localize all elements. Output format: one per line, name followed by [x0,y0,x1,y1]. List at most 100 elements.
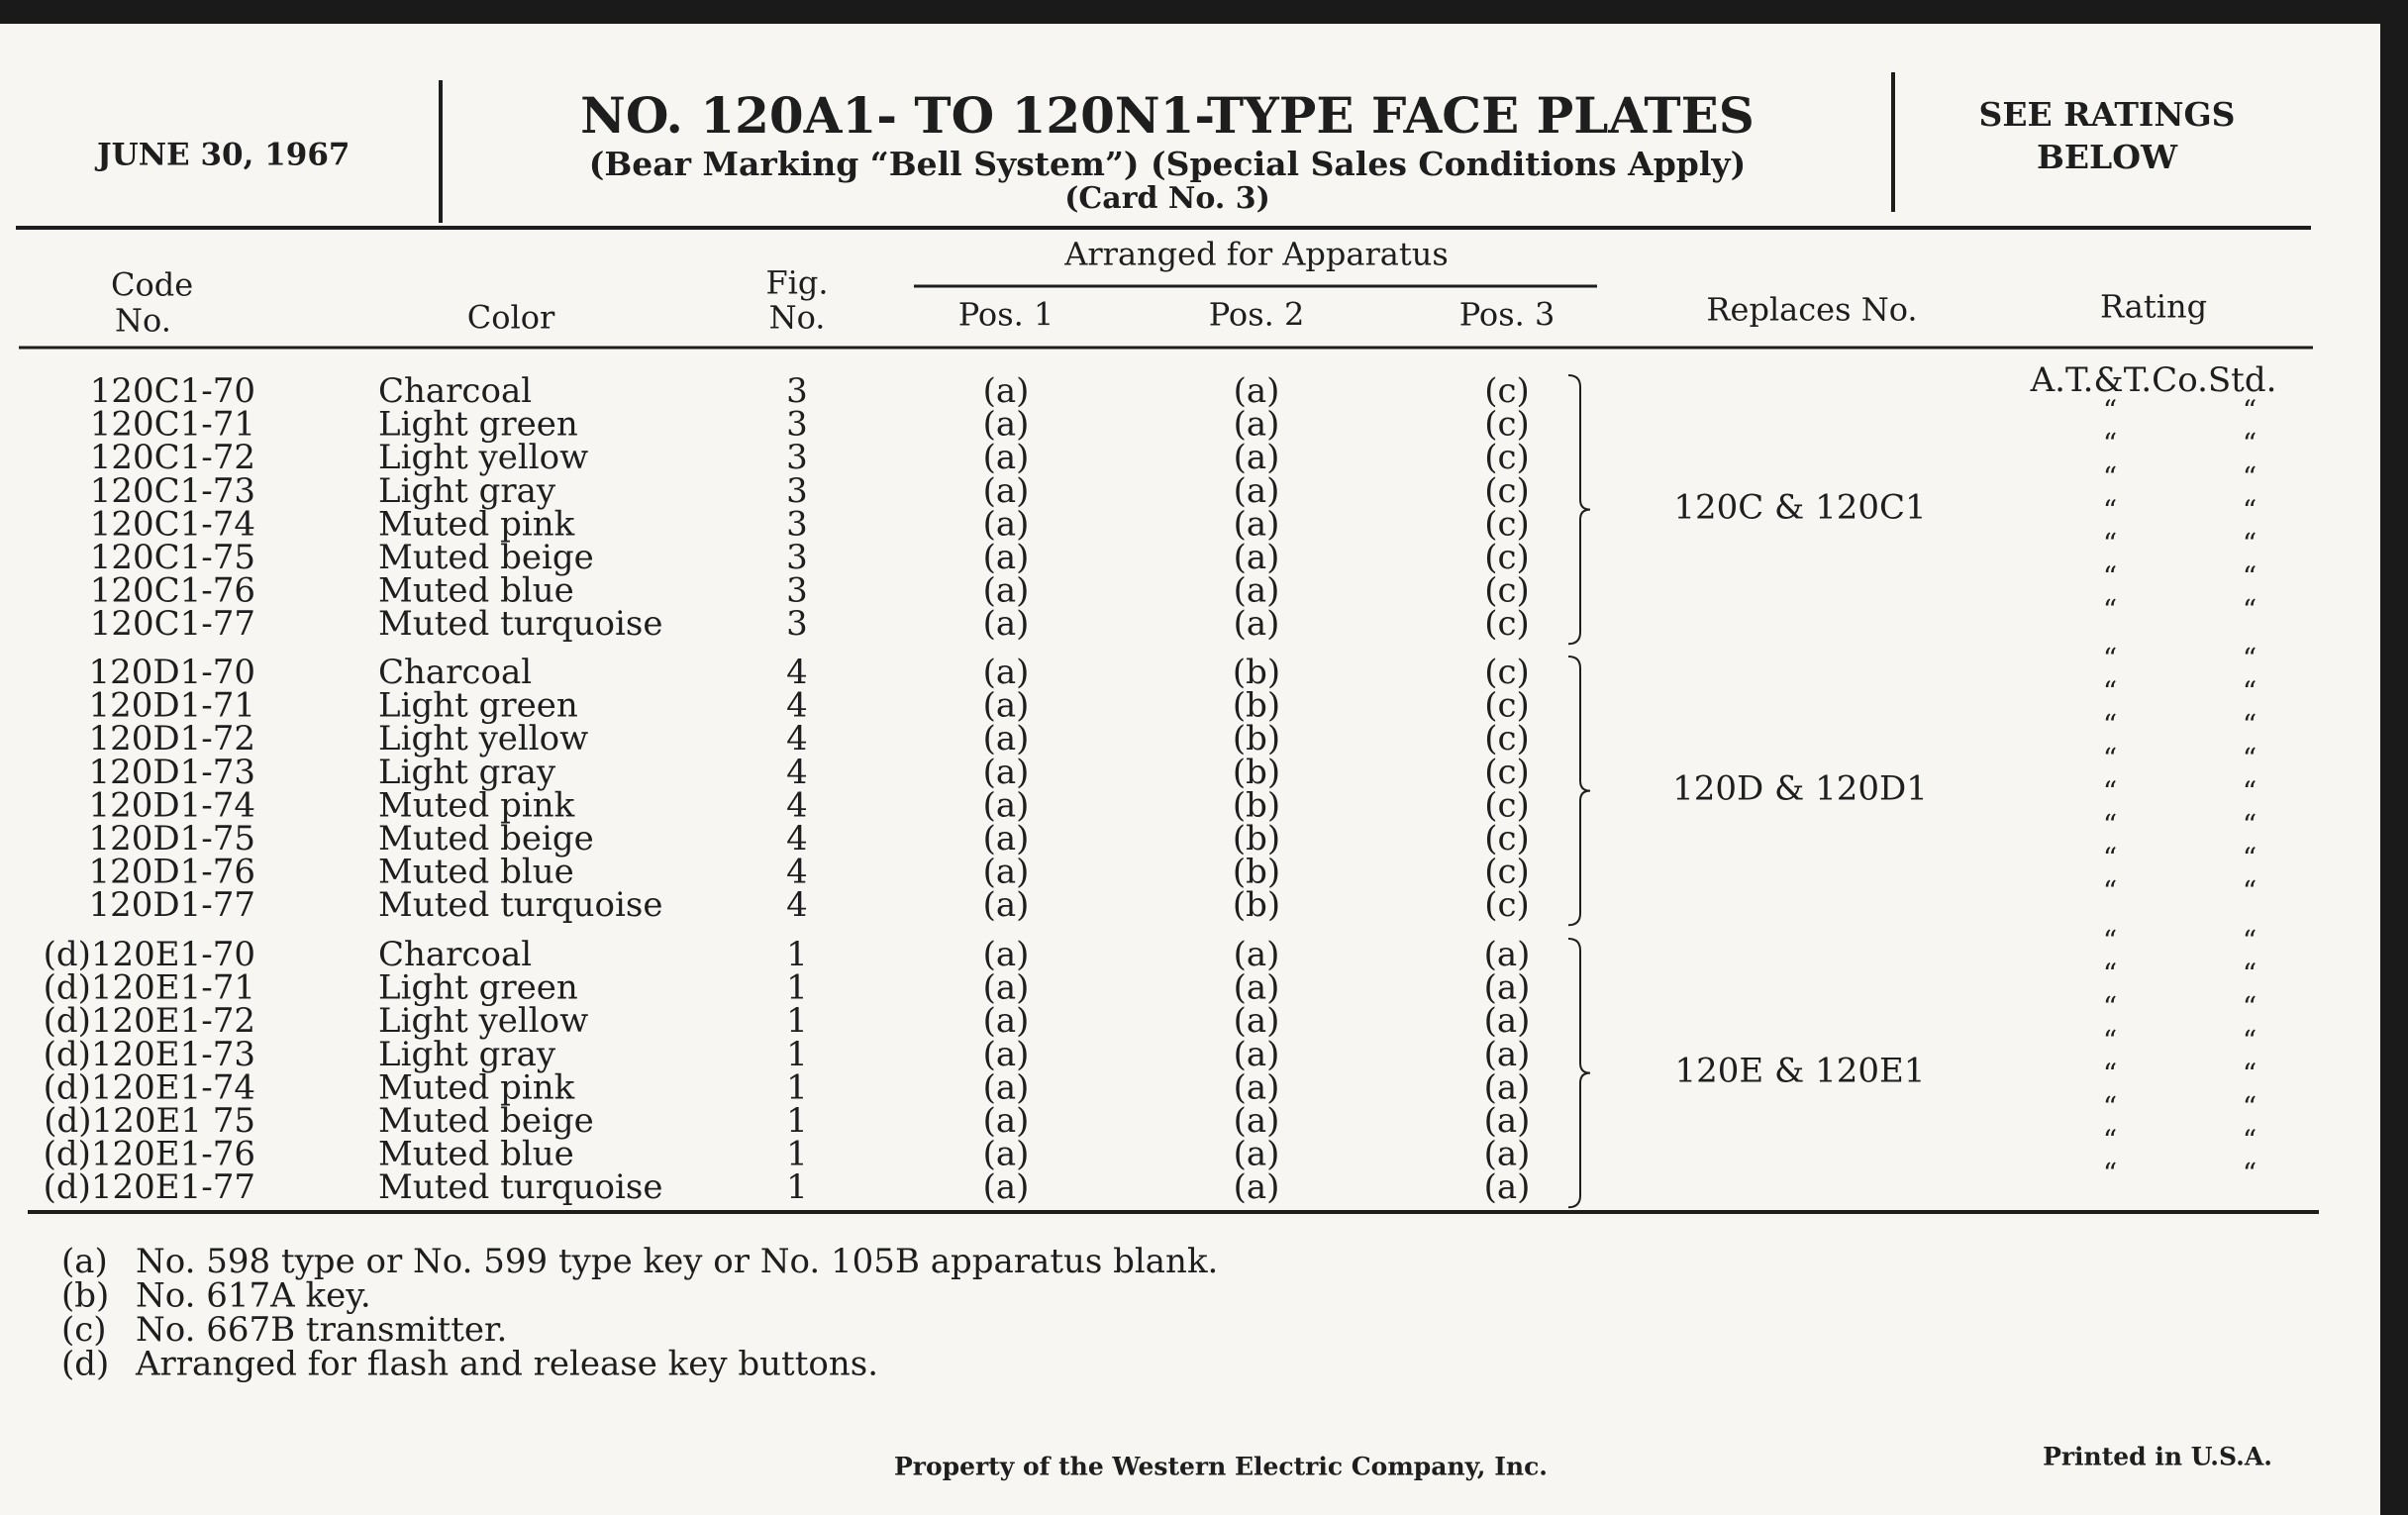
position-3: (a) [1484,1067,1531,1107]
column-header: Pos. 1 [958,296,1054,334]
footnote-label: (a) [61,1242,108,1281]
rating-ditto: “ [2243,1091,2257,1124]
column-header: Fig. [765,264,828,302]
code: 120C1-75 [90,538,255,577]
rating-ditto: “ [2103,742,2117,774]
position-1: (a) [983,719,1030,758]
rating-ditto: “ [2243,1024,2257,1057]
position-1: (a) [983,885,1030,925]
position-2: (a) [1234,571,1280,611]
position-1: (a) [983,438,1030,477]
position-2: (a) [1234,968,1280,1008]
rating-ditto: “ [2103,1158,2117,1190]
rating-ditto: “ [2103,1058,2117,1090]
rating-ditto: “ [2243,675,2257,708]
color: Muted turquoise [378,604,662,644]
column-header: No. [769,299,826,337]
fig-number: 3 [786,371,808,411]
position-1: (a) [983,753,1030,792]
code: (d)120E1-73 [44,1035,255,1074]
rating-ditto: “ [2103,675,2117,708]
fig-number: 3 [786,538,808,577]
position-2: (a) [1234,1135,1280,1174]
fig-number: 1 [786,1067,808,1107]
rating-ditto: “ [2243,428,2257,460]
column-header: Pos. 2 [1209,296,1305,334]
position-3: (a) [1484,1001,1531,1041]
fig-number: 4 [786,853,808,892]
code: 120C1-76 [90,571,255,611]
code: (d)120E1-70 [44,935,255,974]
rating-ditto: “ [2103,494,2117,527]
rating-ditto: “ [2243,991,2257,1024]
position-2: (b) [1233,885,1280,925]
column-header: Pos. 3 [1459,296,1555,334]
position-3: (a) [1484,1101,1531,1141]
code: 120D1-74 [88,785,255,825]
code: 120D1-76 [88,853,255,892]
rating-ditto: “ [2243,1058,2257,1090]
color: Muted blue [378,571,574,611]
position-3: (a) [1484,968,1531,1008]
fig-number: 1 [786,1167,808,1207]
rating-ditto: “ [2243,709,2257,742]
position-1: (a) [983,1035,1030,1074]
position-3: (c) [1484,504,1530,544]
color: Light gray [378,471,556,511]
footnote-label: (b) [61,1276,109,1316]
rating-ditto: “ [2103,958,2117,990]
position-3: (c) [1484,686,1530,726]
rating-ditto: “ [2243,560,2257,593]
code: 120C1-71 [90,405,255,445]
rating-ditto: “ [2103,925,2117,958]
code: 120D1-75 [88,819,255,858]
position-2: (a) [1234,1067,1280,1107]
position-3: (c) [1484,571,1530,611]
position-3: (c) [1484,785,1530,825]
code: 120C1-73 [90,471,255,511]
position-2: (a) [1234,1035,1280,1074]
card-number: (Card No. 3) [1064,181,1270,216]
position-3: (a) [1484,1135,1531,1174]
color: Light gray [378,1035,556,1074]
position-2: (a) [1234,405,1280,445]
fig-number: 1 [786,1001,808,1041]
position-2: (a) [1234,504,1280,544]
position-3: (c) [1484,438,1530,477]
code: 120C1-77 [90,604,255,644]
ratings-note: SEE RATINGS [1978,95,2235,134]
color: Muted blue [378,853,574,892]
rating-ditto: “ [2243,528,2257,560]
rating-ditto: “ [2243,643,2257,675]
scan-edge-right [2380,0,2408,1515]
rating-ditto: “ [2103,775,2117,808]
position-3: (c) [1484,371,1530,411]
position-2: (a) [1234,1101,1280,1141]
code: (d)120E1-76 [44,1135,255,1174]
color: Light yellow [378,1001,588,1041]
rating-ditto: “ [2243,460,2257,493]
footer-printed: Printed in U.S.A. [2043,1443,2272,1471]
position-3: (c) [1484,819,1530,858]
column-header: Rating [2100,288,2207,326]
position-2: (b) [1233,719,1280,758]
position-1: (a) [983,785,1030,825]
position-1: (a) [983,571,1030,611]
color: Muted pink [378,504,575,544]
fig-number: 3 [786,405,808,445]
rating-ditto: “ [2103,1024,2117,1057]
code: 120D1-71 [88,686,255,726]
position-1: (a) [983,1001,1030,1041]
color: Charcoal [378,371,532,411]
footnote-label: (c) [61,1310,107,1350]
rating-ditto: “ [2103,991,2117,1024]
fig-number: 3 [786,471,808,511]
code: (d)120E1-74 [44,1067,255,1107]
fig-number: 4 [786,753,808,792]
footer-property: Property of the Western Electric Company… [894,1453,1548,1481]
position-1: (a) [983,504,1030,544]
position-1: (a) [983,653,1030,692]
column-header: Replaces No. [1706,291,1917,329]
rating-ditto: “ [2103,643,2117,675]
